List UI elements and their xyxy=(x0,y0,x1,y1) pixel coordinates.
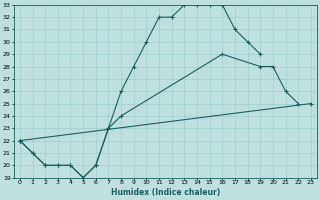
X-axis label: Humidex (Indice chaleur): Humidex (Indice chaleur) xyxy=(111,188,220,197)
